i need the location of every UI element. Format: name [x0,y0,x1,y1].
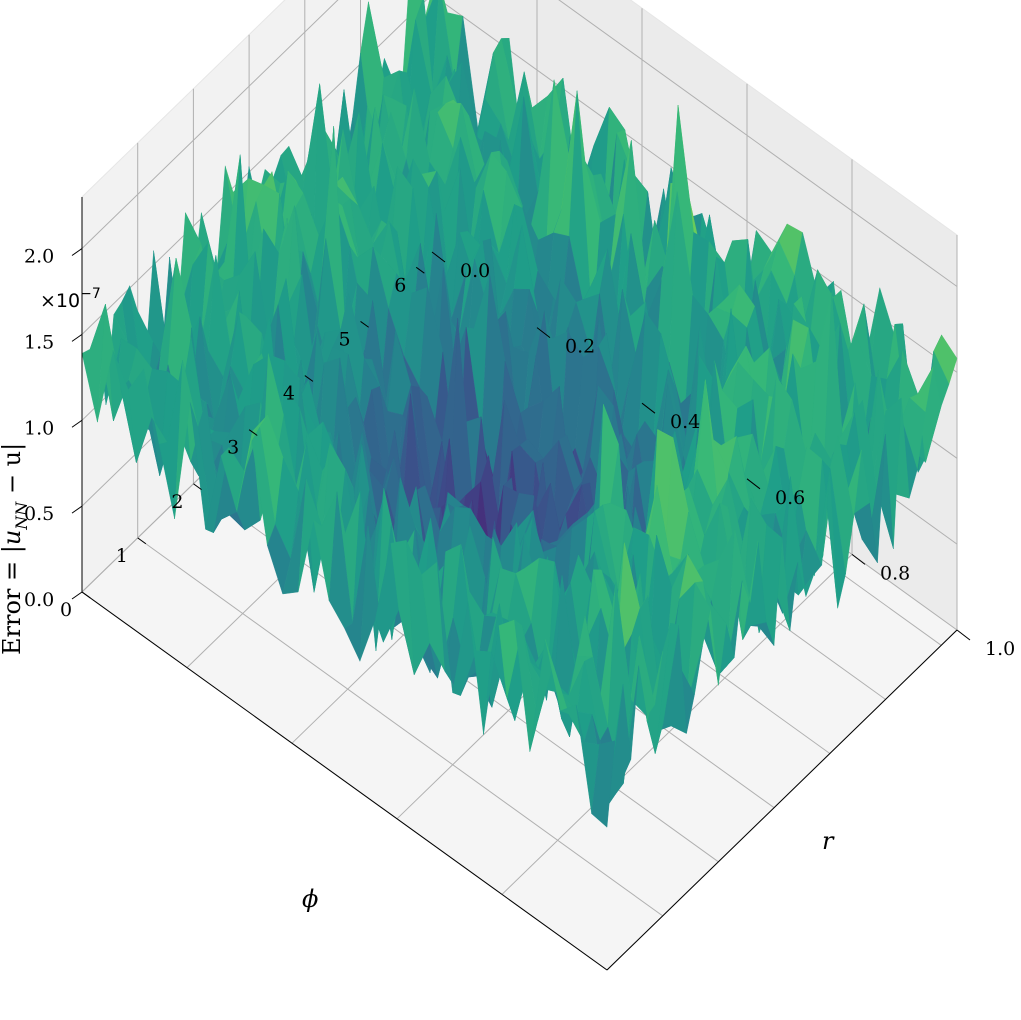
z-tick [71,591,83,600]
r-tick [851,554,866,565]
r-tick-label: 0.2 [565,336,595,358]
z-tick-label: 0.5 [24,503,54,525]
phi-tick-label: 5 [339,328,351,350]
r-tick [641,402,656,414]
r-tick [431,251,446,263]
phi-tick [193,483,202,491]
phi-tick-label: 6 [394,274,406,296]
r-tick [536,327,551,338]
z-tick-label: 2.0 [24,246,54,268]
r-tick-label: 1.0 [985,638,1015,660]
z-tick [71,419,83,428]
x-axis-label: r [822,827,835,855]
r-tick [956,629,971,641]
r-axis-line [606,629,958,971]
surface-facet [591,740,616,828]
phi-tick [304,375,314,382]
z-tick-label: 1.0 [24,417,54,439]
z-grid-line [81,0,958,287]
tick-marks: 0.0 0.2 0.4 0.6 0.8 1.0 0 1 2 3 4 5 6 0.0 0.5 1.0 1.5 2.0 [24,246,1015,660]
z-axis-label: Error = |uNN − u| [0,443,31,655]
phi-tick [137,537,147,545]
phi-axis-line [81,591,608,971]
phi-tick [360,321,369,328]
surface-plot [81,0,958,828]
r-tick-label: 0.0 [460,260,490,282]
z-tick-label: 1.5 [24,331,54,353]
axis-lines [81,197,958,971]
phi-tick-label: 0 [60,599,72,621]
phi-tick-label: 4 [283,383,295,405]
r-tick-label: 0.6 [775,487,805,509]
r-tick-label: 0.8 [880,562,910,584]
phi-tick-label: 1 [116,545,128,567]
z-tick [71,505,83,514]
r-tick-label: 0.4 [670,411,700,433]
phi-tick [248,429,258,436]
phi-tick [415,266,425,274]
z-tick [71,248,83,256]
z-tick-label: 0.0 [24,589,54,611]
z-tick [71,333,83,342]
z-offset-text: ×10−7 [40,286,101,312]
y-axis-label: ϕ [302,885,318,913]
phi-tick [81,591,91,599]
r-tick [746,478,761,490]
phi-tick-label: 3 [227,437,239,459]
phi-tick-label: 2 [171,491,183,513]
